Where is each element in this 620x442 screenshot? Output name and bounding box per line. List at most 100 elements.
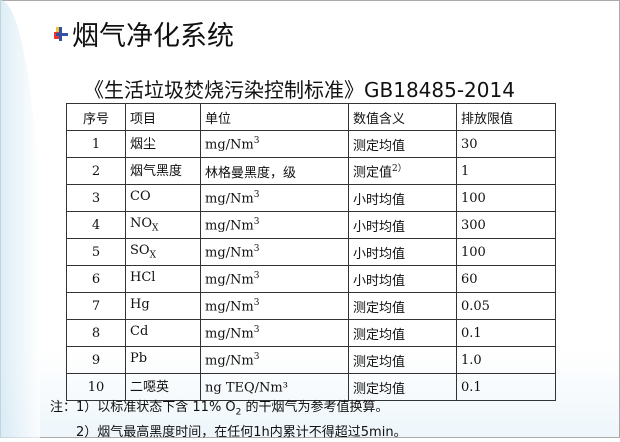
item-text: Cd bbox=[130, 324, 149, 340]
item-text: Hg bbox=[130, 297, 150, 313]
header-cell: 项目 bbox=[125, 103, 201, 131]
cell-no: 2 bbox=[66, 157, 126, 185]
cell-meaning: 小时均值 bbox=[348, 238, 457, 266]
unit-text: mg/Nm bbox=[205, 326, 254, 342]
unit-text: 林格曼黑度，级 bbox=[205, 165, 297, 181]
meaning-text: 测定均值 bbox=[353, 327, 406, 343]
unit-sup: 3 bbox=[253, 297, 260, 308]
cell-no: 10 bbox=[66, 373, 126, 401]
cell-limit: 60 bbox=[456, 265, 556, 293]
cell-limit: 300 bbox=[456, 211, 556, 239]
cell-item: Cd bbox=[125, 319, 201, 347]
cell-meaning: 测定均值 bbox=[348, 346, 457, 374]
meaning-text: 小时均值 bbox=[353, 273, 406, 289]
item-text: CO bbox=[130, 189, 151, 205]
item-text: NO bbox=[130, 216, 153, 232]
item-sub: X bbox=[149, 250, 156, 261]
unit-text: mg/Nm bbox=[205, 245, 254, 261]
meaning-text: 测定值 bbox=[353, 165, 393, 181]
footnote-2: 2）烟气最高黑度时间，在任何1h内累计不得超过5min。 bbox=[76, 424, 407, 440]
cell-limit: 30 bbox=[456, 130, 556, 158]
cell-unit: mg/Nm3 bbox=[200, 292, 349, 320]
slide-title: 烟气净化系统 bbox=[72, 21, 234, 52]
cell-item: 二噁英 bbox=[125, 373, 201, 401]
meaning-sup: 2） bbox=[392, 164, 407, 175]
unit-text: mg/Nm bbox=[205, 218, 254, 234]
cell-meaning: 测定值2） bbox=[348, 157, 457, 185]
cell-item: 烟尘 bbox=[125, 130, 201, 158]
cell-meaning: 测定均值 bbox=[348, 319, 457, 347]
meaning-text: 小时均值 bbox=[353, 192, 406, 208]
unit-sup: 3 bbox=[253, 189, 260, 200]
cell-limit: 1 bbox=[456, 157, 556, 185]
item-text: SO bbox=[130, 243, 150, 259]
cell-meaning: 小时均值 bbox=[348, 265, 457, 293]
cell-item: Hg bbox=[125, 292, 201, 320]
cell-unit: 林格曼黑度，级 bbox=[200, 157, 349, 185]
cell-meaning: 测定均值 bbox=[348, 292, 457, 320]
cell-limit: 0.1 bbox=[456, 319, 556, 347]
table-header-row: 序号 项目 单位 数值含义 排放限值 bbox=[66, 103, 556, 131]
table-row: 6 HCl mg/Nm3 小时均值 60 bbox=[66, 265, 556, 293]
item-text: 烟气黑度 bbox=[130, 164, 183, 180]
unit-sup: 3 bbox=[253, 135, 260, 146]
header-cell: 数值含义 bbox=[348, 103, 457, 131]
cell-item: Pb bbox=[125, 346, 201, 374]
cell-no: 1 bbox=[66, 130, 126, 158]
meaning-text: 测定均值 bbox=[353, 381, 406, 397]
cell-item: NOX bbox=[125, 211, 201, 239]
cell-no: 3 bbox=[66, 184, 126, 212]
meaning-text: 测定均值 bbox=[353, 138, 406, 154]
item-text: Pb bbox=[130, 351, 148, 367]
cell-limit: 100 bbox=[456, 238, 556, 266]
item-text: HCl bbox=[130, 270, 156, 286]
cell-meaning: 小时均值 bbox=[348, 211, 457, 239]
unit-text: mg/Nm bbox=[205, 191, 254, 207]
cell-item: SOX bbox=[125, 238, 201, 266]
table-row: 7 Hg mg/Nm3 测定均值 0.05 bbox=[66, 292, 556, 320]
meaning-text: 测定均值 bbox=[353, 300, 406, 316]
cell-no: 4 bbox=[66, 211, 126, 239]
header-cell: 单位 bbox=[200, 103, 349, 131]
footnotes: 注：1）以标准状态下含 11% O2 的干烟气为参考值换算。 2）烟气最高黑度时… bbox=[50, 398, 407, 442]
unit-sup: 3 bbox=[253, 324, 260, 335]
cell-no: 9 bbox=[66, 346, 126, 374]
unit-text: ng TEQ/Nm³ bbox=[205, 380, 288, 396]
unit-sup: 3 bbox=[253, 351, 260, 362]
unit-text: mg/Nm bbox=[205, 353, 254, 369]
cell-unit: mg/Nm3 bbox=[200, 238, 349, 266]
cell-meaning: 测定均值 bbox=[348, 373, 457, 401]
footnote-1-tail: 的干烟气为参考值换算。 bbox=[241, 400, 389, 415]
cell-no: 8 bbox=[66, 319, 126, 347]
cell-limit: 100 bbox=[456, 184, 556, 212]
header-cell: 序号 bbox=[66, 103, 126, 131]
cell-limit: 1.0 bbox=[456, 346, 556, 374]
meaning-text: 小时均值 bbox=[353, 246, 406, 262]
table-row: 4 NOX mg/Nm3 小时均值 300 bbox=[66, 211, 556, 239]
table-row: 8 Cd mg/Nm3 测定均值 0.1 bbox=[66, 319, 556, 347]
cell-unit: mg/Nm3 bbox=[200, 130, 349, 158]
unit-sup: 3 bbox=[253, 270, 260, 281]
table-row: 1 烟尘 mg/Nm3 测定均值 30 bbox=[66, 130, 556, 158]
cell-meaning: 小时均值 bbox=[348, 184, 457, 212]
cell-item: CO bbox=[125, 184, 201, 212]
footnote-1-sub: 2 bbox=[235, 407, 242, 418]
cell-unit: mg/Nm3 bbox=[200, 346, 349, 374]
cell-limit: 0.1 bbox=[456, 373, 556, 401]
emission-limits-table: 序号 项目 单位 数值含义 排放限值 1 烟尘 mg/Nm3 测定均值 30 2 烟气黑度林… bbox=[66, 103, 556, 401]
footnote-1-text: 注：1）以标准状态下含 11% O bbox=[50, 400, 236, 415]
cell-item: HCl bbox=[125, 265, 201, 293]
cell-unit: mg/Nm3 bbox=[200, 184, 349, 212]
table-row: 2 烟气黑度 林格曼黑度，级 测定值2） 1 bbox=[66, 157, 556, 185]
item-text: 二噁英 bbox=[130, 380, 170, 396]
cell-unit: mg/Nm3 bbox=[200, 319, 349, 347]
table-row: 10 二噁英 ng TEQ/Nm³ 测定均值 0.1 bbox=[66, 373, 556, 401]
unit-sup: 3 bbox=[253, 216, 260, 227]
bullet-icon bbox=[54, 27, 68, 41]
meaning-text: 测定均值 bbox=[353, 354, 406, 370]
unit-text: mg/Nm bbox=[205, 299, 254, 315]
footnote-1: 注：1）以标准状态下含 11% O2 的干烟气为参考值换算。 bbox=[50, 398, 407, 423]
header-cell: 排放限值 bbox=[456, 103, 556, 131]
cell-unit: ng TEQ/Nm³ bbox=[200, 373, 349, 401]
unit-sup: 3 bbox=[253, 243, 260, 254]
